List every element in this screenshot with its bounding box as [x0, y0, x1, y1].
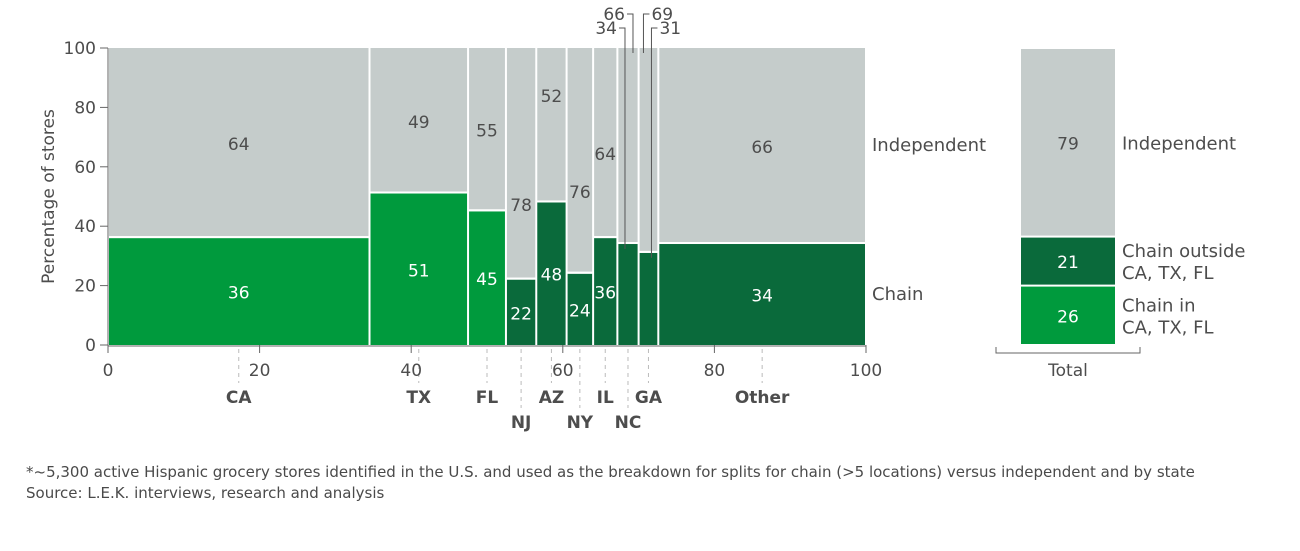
- y-tick-label: 100: [64, 39, 96, 59]
- bar-chain-AZ: [537, 202, 566, 345]
- total-segment-label: Independent: [1122, 133, 1236, 154]
- total-segment-label: Chain in: [1122, 295, 1196, 316]
- total-segment-label: Chain outside: [1122, 241, 1246, 262]
- total-value-label: 79: [1057, 134, 1079, 154]
- bar-chain-TX: [370, 193, 468, 345]
- data-label-independent: 52: [541, 87, 563, 107]
- x-category-label: CA: [226, 388, 252, 408]
- callout-line: [642, 13, 650, 53]
- y-tick-label: 60: [74, 158, 96, 178]
- x-category-label: TX: [406, 388, 431, 408]
- bar-independent-NY: [567, 48, 593, 272]
- x-category-label: NC: [615, 413, 642, 433]
- data-label-independent: 49: [408, 113, 430, 133]
- x-category-label: AZ: [539, 388, 564, 408]
- y-tick-label: 80: [74, 98, 96, 118]
- callout-line: [626, 13, 634, 53]
- bar-independent-IL: [594, 48, 617, 237]
- total-segment: [1021, 286, 1115, 344]
- total-value-label: 21: [1057, 253, 1079, 273]
- data-label-chain: 51: [408, 261, 430, 281]
- series-label-chain: Chain: [872, 284, 923, 305]
- bar-chain-CA: [109, 238, 369, 345]
- total-value-label: 26: [1057, 307, 1079, 327]
- bar-independent-GA: [639, 48, 658, 251]
- x-category-label: IL: [597, 388, 614, 408]
- bar-chain-NJ: [506, 279, 536, 345]
- footnote: *~5,300 active Hispanic grocery stores i…: [26, 463, 1195, 481]
- x-tick-label: 0: [103, 361, 114, 381]
- y-tick-label: 0: [85, 336, 96, 356]
- y-tick-label: 40: [74, 217, 96, 237]
- total-segment: [1021, 49, 1115, 236]
- data-label-chain: 34: [751, 287, 773, 307]
- x-category-label: Other: [735, 388, 790, 408]
- total-segment-label: CA, TX, FL: [1122, 317, 1213, 338]
- bar-chain-NY: [567, 273, 593, 345]
- data-label-independent: 64: [228, 135, 250, 155]
- x-category-label: GA: [635, 388, 663, 408]
- total-segment: [1021, 237, 1115, 285]
- bar-independent-TX: [370, 48, 468, 192]
- x-tick-label: 80: [704, 361, 726, 381]
- data-label-chain: 31: [659, 19, 681, 39]
- bar-chain-FL: [469, 211, 505, 345]
- data-label-chain: 34: [595, 19, 617, 39]
- data-label-independent: 64: [594, 145, 616, 165]
- data-label-independent: 69: [651, 5, 673, 25]
- bar-independent-Other: [659, 48, 865, 243]
- bar-independent-NJ: [506, 48, 536, 278]
- total-label: Total: [1047, 361, 1088, 381]
- bar-independent-CA: [109, 48, 369, 237]
- data-label-independent: 78: [510, 196, 532, 216]
- chart-notes: *~5,300 active Hispanic grocery stores i…: [26, 462, 1226, 504]
- bar-independent-AZ: [537, 48, 566, 201]
- data-label-chain: 22: [510, 304, 532, 324]
- series-label-independent: Independent: [872, 135, 986, 156]
- bar-independent-NC: [618, 48, 638, 243]
- x-category-label: NY: [567, 413, 594, 433]
- callout-line: [650, 27, 658, 258]
- bar-chain-NC: [618, 244, 638, 345]
- x-tick-label: 100: [850, 361, 882, 381]
- x-tick-label: 60: [552, 361, 574, 381]
- data-label-chain: 45: [476, 270, 498, 290]
- bar-chain-GA: [639, 252, 658, 345]
- y-tick-label: 20: [74, 277, 96, 297]
- x-category-label: FL: [476, 388, 499, 408]
- bar-chain-IL: [594, 238, 617, 345]
- marimekko-chart: Percentage of stores 0 20 40 60 80 100 36 64 CA 51…: [39, 5, 1246, 433]
- x-tick-label: 20: [249, 361, 271, 381]
- x-tick-label: 40: [400, 361, 422, 381]
- bar-chain-Other: [659, 244, 865, 345]
- data-label-independent: 55: [476, 122, 498, 142]
- data-label-chain: 48: [541, 266, 563, 286]
- bar-independent-FL: [469, 48, 505, 210]
- data-label-chain: 36: [594, 284, 616, 304]
- data-label-chain: 36: [228, 284, 250, 304]
- callout-line: [618, 27, 626, 250]
- data-label-chain: 24: [569, 301, 591, 321]
- data-label-independent: 66: [751, 138, 773, 158]
- data-label-independent: 76: [569, 183, 591, 203]
- total-bracket: [995, 347, 1141, 354]
- total-segment-label: CA, TX, FL: [1122, 263, 1213, 284]
- data-label-independent: 66: [603, 5, 625, 25]
- source-note: Source: L.E.K. interviews, research and …: [26, 484, 385, 502]
- y-axis-label: Percentage of stores: [39, 109, 59, 284]
- x-category-label: NJ: [511, 413, 532, 433]
